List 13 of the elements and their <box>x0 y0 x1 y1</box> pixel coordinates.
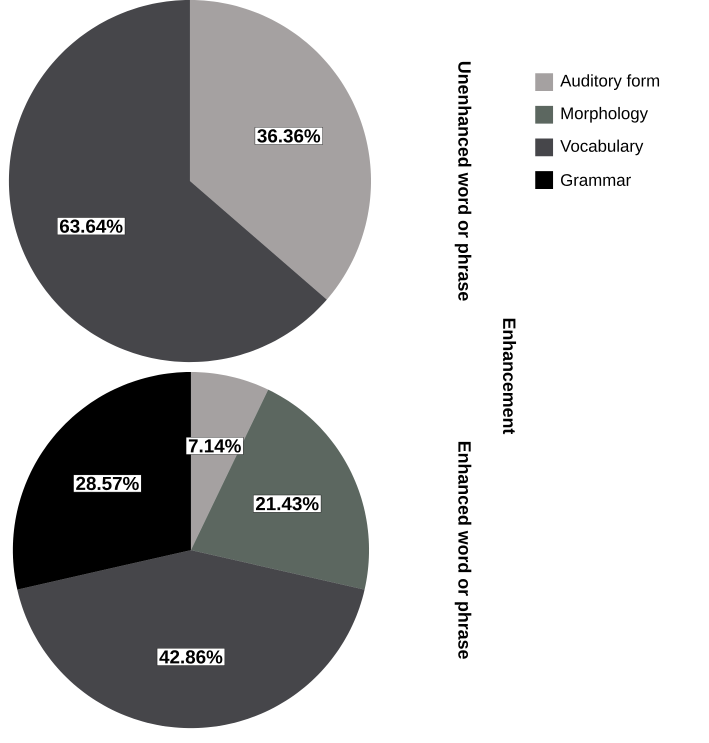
text: Unenhanced word or phrase <box>454 62 472 301</box>
data-label: 42.86% <box>159 650 222 664</box>
legend-label: Morphology <box>561 106 648 123</box>
data-label: 63.64% <box>60 220 122 233</box>
data-label: 21.43% <box>256 497 318 510</box>
data-label: 7.14% <box>188 439 241 452</box>
legend-label: Auditory form <box>560 74 659 90</box>
text: Enhanced word or phrase <box>454 442 472 659</box>
text: Enhancement <box>502 318 516 434</box>
data-label: 28.57% <box>76 476 139 490</box>
legend-label: Vocabulary <box>560 140 644 156</box>
data-label: 36.36% <box>257 129 320 143</box>
legend-label: Grammar <box>560 174 631 186</box>
